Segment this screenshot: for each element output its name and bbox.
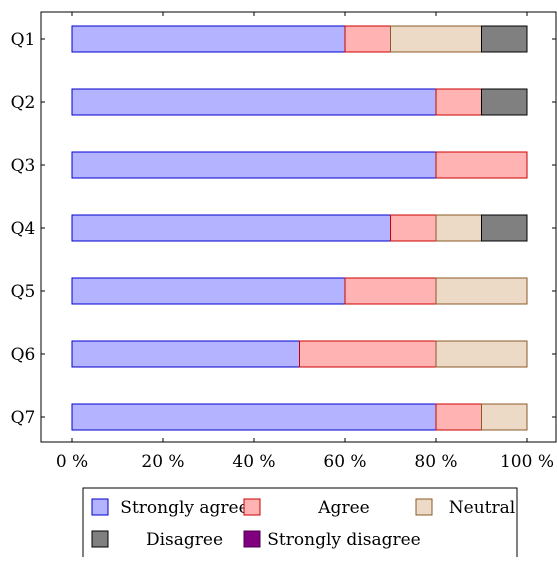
legend-label: Strongly agree (120, 498, 248, 518)
legend-label: Agree (317, 498, 369, 518)
y-tick-label: Q7 (11, 408, 36, 428)
legend-frame (82, 487, 518, 559)
bar-q7-series-1 (435, 403, 482, 431)
bar-q5-series-1 (344, 277, 437, 305)
y-tick-label: Q2 (11, 93, 36, 113)
legend: Strongly agree Agree Neutral Disagree Strong… (82, 487, 518, 559)
legend-label: Disagree (146, 530, 223, 550)
bar-q1-series-3 (481, 25, 528, 53)
legend-label: Neutral (449, 498, 515, 518)
ticks-layer (41, 12, 556, 442)
legend-swatch (91, 530, 109, 548)
bar-q7-series-2 (481, 403, 528, 431)
y-tick-label: Q6 (11, 345, 36, 365)
bar-q4-series-2 (435, 214, 482, 242)
plot-frame (40, 11, 557, 443)
legend-swatch (91, 498, 109, 516)
bar-q2-series-0 (71, 88, 437, 116)
bar-q4-series-3 (481, 214, 528, 242)
y-tick-label: Q3 (11, 156, 36, 176)
y-tick-label: Q4 (11, 219, 36, 239)
legend-swatch (243, 530, 261, 548)
bar-q1-series-1 (344, 25, 391, 53)
bar-q4-series-1 (390, 214, 437, 242)
bar-q6-series-2 (435, 340, 528, 368)
x-tick-label: 80 % (414, 452, 457, 472)
x-tick-label: 40 % (232, 452, 275, 472)
bar-q3-series-0 (71, 151, 437, 179)
bar-q6-series-1 (299, 340, 437, 368)
y-tick-label: Q1 (11, 30, 36, 50)
x-tick-label: 100 % (500, 452, 554, 472)
bar-q3-series-1 (435, 151, 528, 179)
bar-q1-series-2 (390, 25, 482, 53)
bar-q2-series-1 (435, 88, 482, 116)
bar-q4-series-0 (71, 214, 391, 242)
legend-swatch (415, 498, 433, 516)
x-tick-label: 60 % (323, 452, 366, 472)
legend-swatch (243, 498, 261, 516)
bar-q7-series-0 (71, 403, 437, 431)
labels-layer: Q1 Q2 Q3 Q4 Q5 Q6 Q7 0 % 20 % 40 % 60 % 80 % 100 % (11, 30, 554, 472)
bar-q6-series-0 (71, 340, 300, 368)
x-tick-label: 20 % (141, 452, 184, 472)
bar-q2-series-3 (481, 88, 528, 116)
bar-q5-series-2 (435, 277, 528, 305)
bar-q1-series-0 (71, 25, 346, 53)
y-tick-label: Q5 (11, 282, 36, 302)
bars-layer (71, 25, 528, 431)
bar-q5-series-0 (71, 277, 346, 305)
legend-label: Strongly disagree (267, 530, 420, 550)
x-tick-label: 0 % (56, 452, 88, 472)
